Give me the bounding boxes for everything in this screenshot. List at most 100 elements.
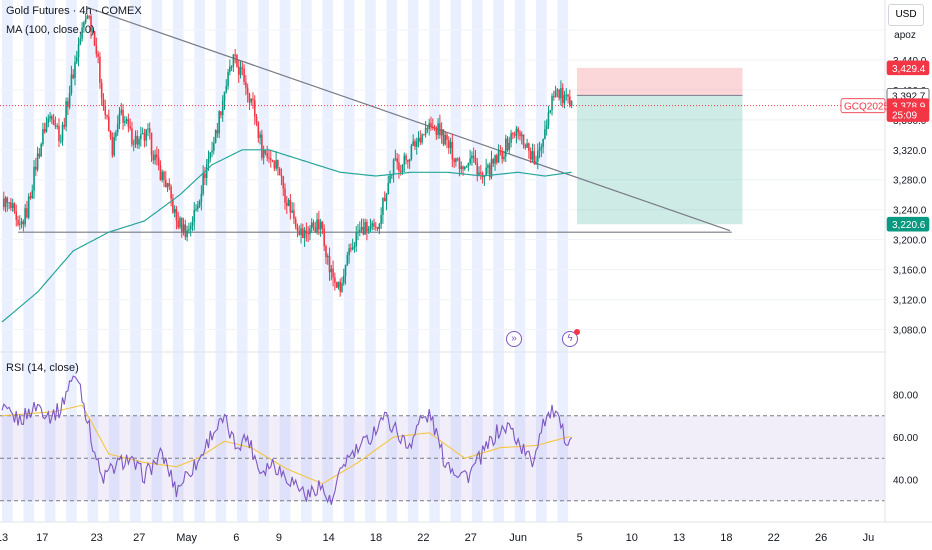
- candle-body: [35, 166, 37, 170]
- candle-body: [520, 134, 523, 137]
- candle-body: [382, 197, 384, 215]
- candle-body: [47, 118, 50, 124]
- candle-body: [428, 123, 430, 130]
- earnings-event-icon[interactable]: ϟ: [562, 329, 580, 347]
- candle-body: [293, 210, 295, 219]
- candle-body: [198, 201, 201, 206]
- candle-body: [42, 129, 44, 145]
- time-axis-label: 5: [577, 532, 583, 544]
- candle-body: [22, 221, 25, 225]
- candle-body: [63, 124, 66, 127]
- candle-body: [259, 134, 261, 138]
- candle-body: [13, 203, 16, 212]
- candle-body: [309, 228, 311, 235]
- candle-body: [122, 109, 124, 123]
- session-band: [151, 0, 163, 522]
- candle-body: [100, 82, 103, 99]
- rsi-line: [1, 375, 572, 505]
- candle-body: [234, 54, 236, 56]
- ma-line: [1, 149, 572, 323]
- time-axis-label: 26: [815, 532, 827, 544]
- candle-body: [510, 133, 512, 143]
- candle-body: [284, 188, 286, 203]
- candle-body: [419, 137, 422, 143]
- candle-body: [90, 16, 92, 32]
- candle-body: [563, 95, 566, 104]
- candle-body: [501, 151, 503, 160]
- candle-body: [396, 158, 398, 163]
- candle-body: [230, 66, 233, 68]
- candle-body: [221, 100, 224, 116]
- candle-body: [474, 157, 477, 163]
- candle-body: [480, 172, 482, 174]
- candle-body: [558, 89, 560, 99]
- candle-body: [88, 15, 91, 17]
- candle-body: [554, 90, 557, 98]
- candle-body: [540, 146, 543, 149]
- candle-body: [458, 158, 461, 170]
- currency-selector[interactable]: USD: [888, 4, 924, 26]
- time-axis-label: 10: [626, 532, 638, 544]
- candle-body: [303, 230, 306, 238]
- candle-body: [56, 125, 58, 127]
- session-band: [471, 0, 483, 522]
- session-band: [557, 0, 569, 522]
- price-tick-label: 3,240.0: [893, 206, 927, 217]
- candle-body: [19, 223, 21, 225]
- candle-body: [186, 230, 188, 238]
- session-band: [407, 0, 419, 522]
- session-band: [279, 0, 291, 522]
- candle-body: [205, 164, 208, 179]
- candle-body: [120, 109, 123, 114]
- candle-body: [115, 132, 117, 137]
- candle-body: [560, 88, 562, 99]
- symbol-badge-label: GCQ2025: [844, 102, 889, 113]
- candle-body: [209, 152, 212, 159]
- candle-body: [97, 53, 99, 57]
- candle-body: [496, 155, 498, 163]
- candle-body: [314, 227, 317, 233]
- candle-body: [74, 61, 76, 79]
- candle-body: [380, 214, 382, 225]
- candle-body: [108, 116, 110, 132]
- symbol-badge-box: [840, 98, 886, 114]
- candle-body: [357, 231, 359, 233]
- candle-body: [318, 219, 320, 230]
- candle-body: [464, 166, 466, 170]
- candle-body: [517, 128, 519, 133]
- candle-body: [310, 222, 313, 229]
- candle-body: [161, 171, 163, 181]
- candle-body: [227, 71, 229, 86]
- candle-body: [129, 126, 131, 129]
- candle-body: [20, 221, 23, 224]
- candle-body: [561, 88, 564, 104]
- candle-body: [261, 134, 263, 158]
- candle-body: [410, 145, 413, 159]
- candle-body: [405, 155, 407, 160]
- candle-body: [506, 138, 509, 151]
- candle-body: [131, 128, 133, 145]
- candle-body: [86, 15, 89, 19]
- candle-body: [273, 161, 276, 169]
- candle-body: [45, 123, 48, 132]
- session-band: [514, 0, 526, 522]
- price-tick-label: 3,320.0: [893, 146, 927, 157]
- time-axis-label: 22: [417, 532, 429, 544]
- candle-body: [515, 128, 518, 136]
- candle-body: [355, 232, 358, 247]
- candle-body: [143, 133, 146, 141]
- candle-body: [280, 175, 283, 177]
- candle-body: [193, 209, 196, 222]
- candle-body: [211, 150, 213, 153]
- candle-body: [362, 226, 365, 235]
- candle-body: [91, 31, 94, 33]
- candle-body: [140, 134, 142, 140]
- candle-body: [157, 157, 160, 166]
- candle-body: [239, 67, 242, 75]
- candle-body: [127, 119, 130, 127]
- candle-body: [471, 155, 473, 159]
- candle-body: [403, 155, 406, 165]
- candle-body: [271, 159, 274, 162]
- dividend-event-icon[interactable]: »: [506, 331, 522, 347]
